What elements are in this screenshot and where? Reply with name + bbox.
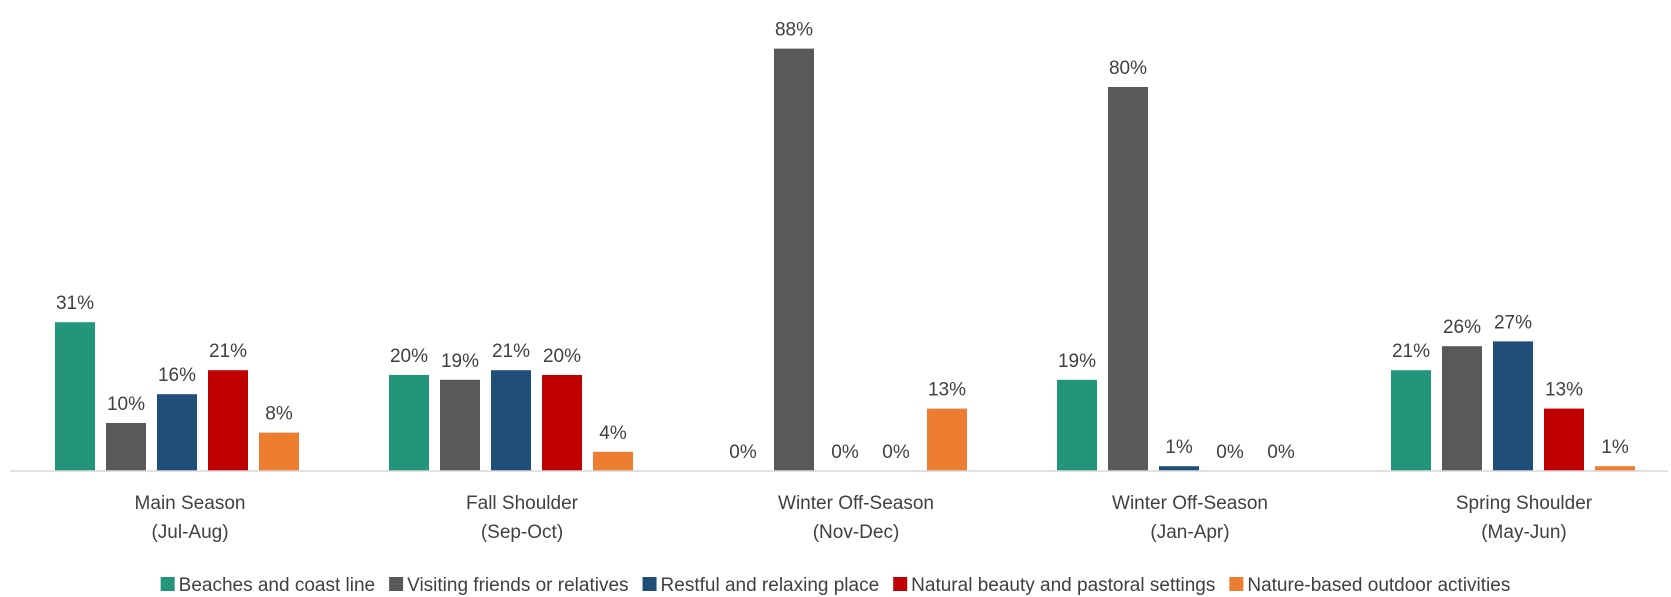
bar-3-5 — [1493, 341, 1533, 471]
bar-4-2 — [542, 375, 582, 471]
legend-item-5: Nature-based outdoor activities — [1229, 575, 1510, 596]
bar-4-1 — [208, 370, 248, 471]
legend-item-3: Restful and relaxing place — [642, 575, 880, 596]
bar-2-1 — [106, 423, 146, 471]
category-label-2-line-2: (Sep-Oct) — [481, 522, 563, 543]
category-label-4-line-1: Winter Off-Season — [1112, 493, 1268, 514]
bar-2-5 — [1442, 346, 1482, 471]
bar-1-5 — [1391, 370, 1431, 471]
data-label-4-3: 0% — [882, 442, 910, 463]
legend-swatch-4 — [893, 577, 908, 591]
category-label-1-line-2: (Jul-Aug) — [151, 522, 228, 543]
data-label-2-1: 10% — [107, 394, 145, 415]
category-label-1-line-1: Main Season — [135, 493, 246, 514]
data-label-5-4: 0% — [1267, 442, 1295, 463]
data-labels-layer: 31% 10% 16% 21% 8% 20% 19% 21% 20% 4% 0% 88% 0% 0% 13%… — [56, 20, 1629, 463]
data-label-3-4: 1% — [1165, 437, 1193, 458]
data-label-3-5: 27% — [1494, 312, 1532, 333]
bar-2-2 — [440, 379, 480, 471]
legend-swatch-1 — [160, 577, 175, 591]
category-label-4-line-2: (Jan-Apr) — [1150, 522, 1229, 543]
data-label-1-5: 21% — [1392, 341, 1430, 362]
data-label-1-3: 0% — [729, 442, 757, 463]
category-label-3-line-2: (Nov-Dec) — [813, 522, 900, 543]
legend: Beaches and coast line Visiting friends o… — [160, 575, 1510, 596]
bar-3-1 — [157, 394, 197, 471]
data-label-2-4: 80% — [1109, 58, 1147, 79]
data-label-3-1: 16% — [158, 365, 196, 386]
legend-label-3: Restful and relaxing place — [661, 575, 880, 596]
bar-1-1 — [55, 322, 95, 471]
bar-1-4 — [1057, 379, 1097, 471]
legend-swatch-5 — [1229, 577, 1244, 591]
data-label-4-5: 13% — [1545, 380, 1583, 401]
bar-5-2 — [593, 451, 633, 471]
bar-5-1 — [259, 432, 299, 471]
legend-label-5: Nature-based outdoor activities — [1247, 575, 1510, 596]
bar-1-2 — [389, 375, 429, 471]
data-label-3-3: 0% — [831, 442, 859, 463]
data-label-3-2: 21% — [492, 341, 530, 362]
legend-label-2: Visiting friends or relatives — [407, 575, 628, 596]
bars-layer — [55, 48, 1635, 471]
data-label-5-1: 8% — [265, 404, 293, 425]
data-label-1-2: 20% — [390, 346, 428, 367]
category-label-2-line-1: Fall Shoulder — [466, 493, 579, 514]
data-label-4-4: 0% — [1216, 442, 1244, 463]
data-label-2-3: 88% — [775, 20, 813, 41]
data-label-2-5: 26% — [1443, 317, 1481, 338]
legend-item-1: Beaches and coast line — [160, 575, 375, 596]
legend-item-2: Visiting friends or relatives — [389, 575, 629, 596]
bar-3-4 — [1159, 466, 1199, 471]
data-label-4-2: 20% — [543, 346, 581, 367]
legend-label-1: Beaches and coast line — [179, 575, 375, 596]
data-label-5-3: 13% — [928, 380, 966, 401]
data-label-5-5: 1% — [1601, 437, 1629, 458]
legend-swatch-2 — [389, 577, 404, 591]
category-label-5-line-1: Spring Shoulder — [1456, 493, 1593, 514]
bar-5-3 — [927, 408, 967, 471]
legend-item-4: Natural beauty and pastoral settings — [893, 575, 1215, 596]
data-label-1-1: 31% — [56, 293, 94, 314]
bar-2-3 — [774, 48, 814, 471]
bar-3-2 — [491, 370, 531, 471]
category-label-5-line-2: (May-Jun) — [1481, 522, 1567, 543]
legend-swatch-3 — [642, 577, 657, 591]
data-label-2-2: 19% — [441, 351, 479, 372]
data-label-1-4: 19% — [1058, 351, 1096, 372]
legend-label-4: Natural beauty and pastoral settings — [911, 575, 1215, 596]
category-labels-layer: Main Season (Jul-Aug) Fall Shoulder (Sep-Oc… — [135, 493, 1593, 543]
bar-4-5 — [1544, 408, 1584, 471]
data-label-5-2: 4% — [599, 423, 627, 444]
category-label-3-line-1: Winter Off-Season — [778, 493, 934, 514]
data-label-4-1: 21% — [209, 341, 247, 362]
bar-5-5 — [1595, 466, 1635, 471]
bar-2-4 — [1108, 87, 1148, 471]
